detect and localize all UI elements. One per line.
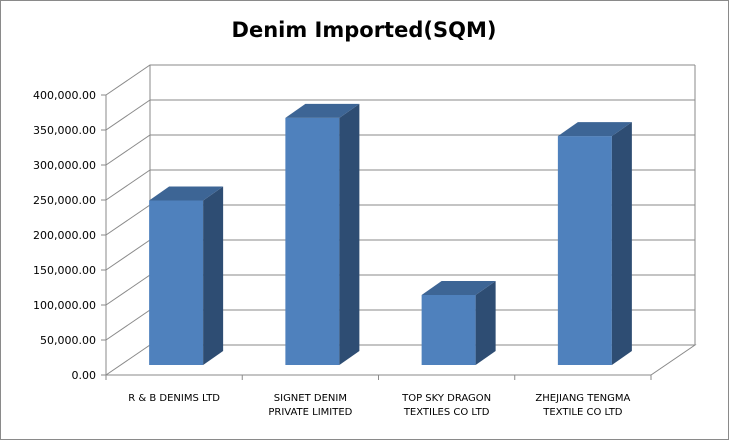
bar-front	[557, 136, 612, 365]
y-tick-label: 50,000.00	[40, 334, 96, 347]
x-tick-label: PRIVATE LIMITED	[268, 407, 352, 418]
bar-top	[285, 103, 360, 118]
bar-side	[611, 122, 632, 365]
bar-front	[285, 117, 340, 366]
y-tick-label: 300,000.00	[33, 159, 96, 172]
y-tick-label: 0.00	[72, 369, 97, 382]
bar-side	[339, 103, 360, 366]
bar-front	[149, 200, 204, 365]
x-tick-label: TEXTILE CO LTD	[542, 407, 623, 418]
y-tick-label: 400,000.00	[33, 89, 96, 102]
bar-side	[203, 186, 224, 365]
y-tick-label: 150,000.00	[33, 264, 96, 277]
y-tick-label: 100,000.00	[33, 299, 96, 312]
y-tick-label: 350,000.00	[33, 124, 96, 137]
bar	[557, 122, 632, 365]
chart-title: Denim Imported(SQM)	[232, 18, 497, 42]
x-tick-label: SIGNET DENIM	[274, 393, 347, 404]
x-tick-label: TOP SKY DRAGON	[401, 393, 491, 404]
bar-front	[421, 295, 476, 365]
gridline	[105, 64, 695, 96]
bar	[285, 103, 360, 366]
bar-top	[557, 122, 632, 137]
bar-layer	[149, 103, 632, 366]
bar-top	[421, 281, 496, 295]
label-layer: 0.00 50,000.00 100,000.00 150,000.00 200,000…	[33, 89, 630, 418]
y-tick-label: 200,000.00	[33, 229, 96, 242]
grid-layer	[104, 64, 697, 376]
bar	[149, 186, 224, 365]
bar-top	[149, 186, 224, 201]
bar-side	[475, 281, 496, 365]
x-tick-label: R & B DENIMS LTD	[128, 393, 220, 404]
bar	[421, 281, 496, 365]
x-tick-label: ZHEJIANG TENGMA	[535, 393, 630, 404]
x-tick-label: TEXTILES CO LTD	[403, 407, 490, 418]
axis-layer	[101, 94, 652, 380]
y-tick-label: 250,000.00	[33, 194, 96, 207]
